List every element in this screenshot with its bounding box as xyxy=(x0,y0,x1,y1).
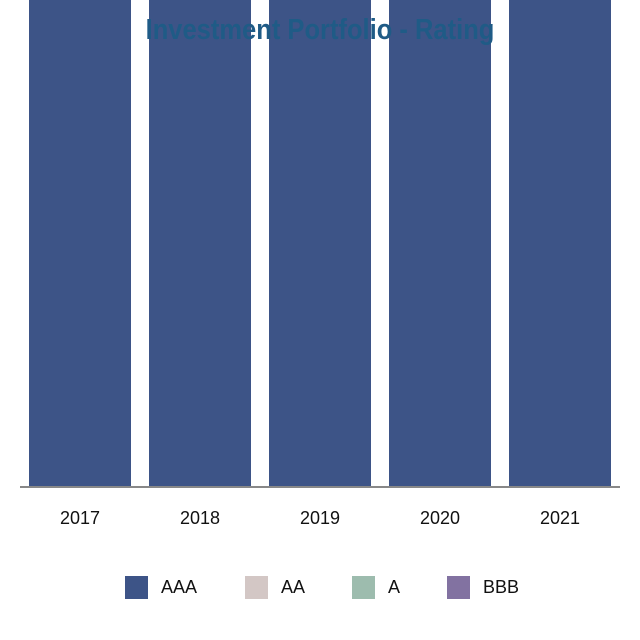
x-tick-label-2019: 2019 xyxy=(300,508,340,528)
legend-swatch-aa xyxy=(245,575,268,599)
legend: AAA AA A BBB xyxy=(0,575,640,599)
bar-segment-aaa-2020 xyxy=(389,0,491,487)
x-tick-label-2017: 2017 xyxy=(60,508,100,528)
legend-item-a: A xyxy=(352,575,400,599)
legend-label-a: A xyxy=(388,576,401,597)
bar-segment-aaa-2017 xyxy=(29,0,131,487)
x-tick-labels-layer: 2017 2018 2019 2020 2021 xyxy=(60,508,580,528)
legend-swatch-a xyxy=(352,575,375,599)
legend-label-bbb: BBB xyxy=(483,576,520,597)
x-tick-label-2020: 2020 xyxy=(420,508,460,528)
x-tick-label-2021: 2021 xyxy=(540,508,580,528)
legend-item-bbb: BBB xyxy=(447,575,519,599)
bar-segment-aaa-2021 xyxy=(509,0,611,487)
chart-title: Investment Portfolio - Rating xyxy=(145,14,495,46)
legend-item-aaa: AAA xyxy=(125,575,197,599)
bars-layer xyxy=(29,0,611,487)
legend-label-aaa: AAA xyxy=(161,576,198,597)
legend-swatch-aaa xyxy=(125,575,148,599)
x-tick-label-2018: 2018 xyxy=(180,508,220,528)
legend-swatch-bbb xyxy=(447,575,470,599)
bar-segment-aaa-2018 xyxy=(149,0,251,487)
legend-item-aa: AA xyxy=(245,575,305,599)
bar-segment-aaa-2019 xyxy=(269,0,371,487)
legend-label-aa: AA xyxy=(281,576,306,597)
